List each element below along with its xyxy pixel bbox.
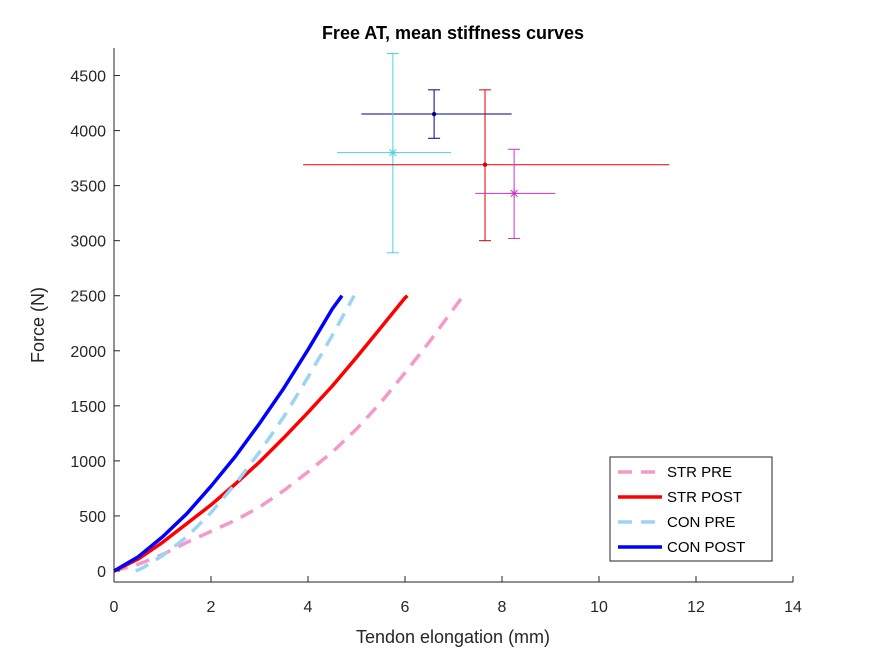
legend-label: STR POST <box>667 489 742 506</box>
x-tick-label: 12 <box>687 599 705 616</box>
y-tick-label: 4000 <box>70 124 106 141</box>
series-line-str-pre <box>113 294 465 573</box>
y-tick-label: 1000 <box>70 454 106 471</box>
y-tick-label: 1500 <box>70 399 106 416</box>
x-tick-label: 2 <box>207 599 216 616</box>
y-tick-label: 3000 <box>70 234 106 251</box>
series-line-con-pre <box>135 294 356 573</box>
x-tick-label: 0 <box>110 599 119 616</box>
legend-label: CON PRE <box>667 514 735 531</box>
chart-title: Free AT, mean stiffness curves <box>322 23 584 43</box>
error-point-1 <box>361 89 512 139</box>
mean-star-marker <box>509 188 519 198</box>
plot-area <box>113 53 670 573</box>
legend-label: STR PRE <box>667 464 732 481</box>
error-point-3 <box>303 89 670 242</box>
axes: 0 2 4 6 8 10 12 14 0 500 1000 1500 2000 2500 3000 3500 4… <box>70 48 802 616</box>
y-tick-label: 0 <box>97 564 106 581</box>
x-tick-label: 4 <box>304 599 313 616</box>
y-tick-label: 2000 <box>70 344 106 361</box>
legend-label: CON POST <box>667 539 745 556</box>
error-point-2 <box>337 53 452 254</box>
x-tick-label: 8 <box>498 599 507 616</box>
error-point-4 <box>475 148 556 239</box>
series-line-str-post <box>113 294 409 573</box>
y-tick-label: 500 <box>79 509 106 526</box>
mean-star-marker <box>388 148 398 158</box>
mean-dot-marker <box>482 162 488 167</box>
series-line-con-post <box>113 294 344 573</box>
y-tick-label: 2500 <box>70 289 106 306</box>
x-tick-label: 10 <box>590 599 608 616</box>
x-axis-label: Tendon elongation (mm) <box>356 627 550 647</box>
y-tick-label: 3500 <box>70 179 106 196</box>
x-tick-label: 14 <box>784 599 802 616</box>
y-tick-label: 4500 <box>70 69 106 86</box>
mean-dot-marker <box>431 111 437 117</box>
legend-box <box>609 456 773 562</box>
legend: STR PRE STR POST CON PRE CON POST <box>609 456 773 562</box>
y-axis-label: Force (N) <box>28 287 48 363</box>
x-tick-label: 6 <box>401 599 410 616</box>
